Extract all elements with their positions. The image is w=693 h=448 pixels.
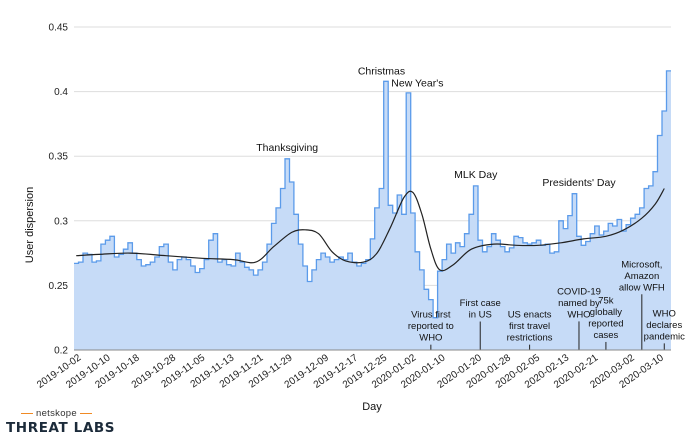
annotation-line: MLK Day — [454, 169, 498, 181]
annotation-line: Amazon — [624, 271, 659, 282]
trend-line — [76, 188, 665, 272]
annotation-line: restrictions — [507, 333, 553, 344]
y-tick-label: 0.4 — [54, 87, 68, 98]
y-tick-label: 0.25 — [49, 281, 69, 292]
annotation: US enacts first travel restrictions — [507, 310, 553, 344]
annotation-line: Presidents' Day — [542, 177, 616, 189]
x-tick-labels: 2019-10-022019-10-102019-10-182019-10-28… — [35, 352, 666, 391]
annotation-line: First case — [460, 298, 501, 309]
annotation-line: reported to — [408, 321, 454, 332]
y-tick-label: 0.45 — [49, 23, 69, 34]
annotation-line: Thanksgiving — [256, 142, 318, 154]
annotation: Microsoft, Amazon allow WFH — [619, 259, 665, 293]
annotation: Virus first reported to WHO — [408, 310, 454, 344]
y-axis-label: User dispersion — [24, 187, 36, 263]
annotation-line: reported — [588, 318, 623, 329]
annotation: New Year's — [391, 77, 443, 89]
annotation-line: Christmas — [358, 66, 405, 78]
annotation: COVID-19 named by WHO — [557, 286, 601, 320]
annotation: Christmas — [358, 66, 405, 78]
annotation-line: WHO — [653, 308, 676, 319]
annotation-line: pandemic — [644, 331, 685, 342]
x-axis-label: Day — [362, 401, 382, 413]
annotation-line: Microsoft, — [621, 259, 662, 270]
y-tick-label: 0.3 — [54, 216, 68, 227]
annotation-line: WHO — [567, 309, 590, 320]
annotation-line: COVID-19 — [557, 286, 601, 297]
y-tick-labels: 0.2 0.25 0.3 0.35 0.4 0.45 — [49, 23, 69, 357]
brand-logo: netskope THREAT LABS — [6, 408, 146, 436]
annotation: 75k globally reported cases — [588, 295, 623, 341]
annotation-line: New Year's — [391, 77, 443, 89]
annotation-line: allow WFH — [619, 282, 665, 293]
annotation-line: first travel — [509, 321, 550, 332]
area-outline — [74, 70, 671, 319]
annotation-line: globally — [590, 307, 622, 318]
annotation: MLK Day — [454, 169, 498, 181]
brand-big-text: THREAT LABS — [6, 420, 116, 436]
annotation: WHO declares pandemic — [644, 308, 685, 342]
area-fill — [74, 70, 671, 351]
annotation: Presidents' Day — [542, 177, 616, 189]
brand-small-label: netskope — [36, 408, 77, 419]
annotation-line: WHO — [419, 333, 442, 344]
annotation-line: US enacts — [508, 310, 552, 321]
brand-small-text: netskope — [18, 408, 146, 419]
annotation-lines — [430, 294, 665, 350]
annotation-line: declares — [646, 320, 682, 331]
y-tick-label: 0.35 — [49, 152, 69, 163]
annotation: Thanksgiving — [256, 142, 318, 154]
annotation-line: Virus first — [411, 310, 451, 321]
annotation-line: in US — [469, 310, 492, 321]
trend-series — [76, 188, 665, 272]
y-tick-label: 0.2 — [54, 346, 68, 357]
annotation-line: 75k — [598, 295, 614, 306]
annotation-line: cases — [593, 330, 618, 341]
annotation-line: named by — [558, 298, 600, 309]
area-series — [74, 70, 671, 351]
annotation: First case in US — [460, 298, 501, 321]
